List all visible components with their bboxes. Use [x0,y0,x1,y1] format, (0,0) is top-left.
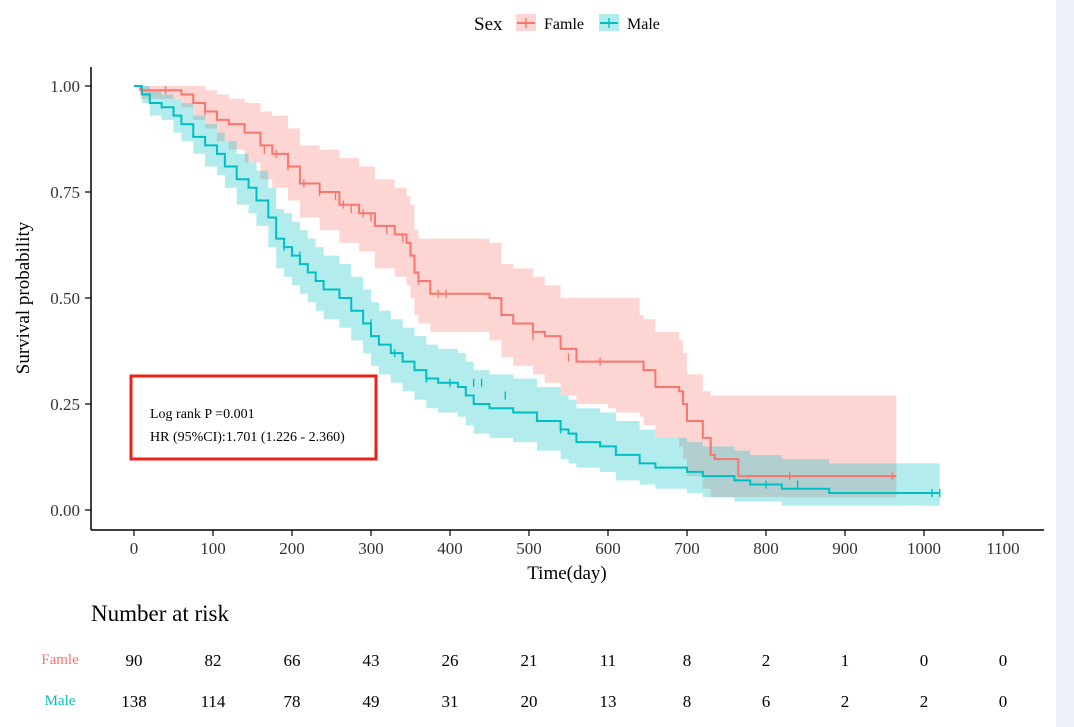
risk-cell-famle: 11 [600,651,616,670]
risk-cell-famle: 8 [683,651,692,670]
y-tick-label: 1.00 [50,77,80,96]
y-tick-label: 0.50 [50,289,80,308]
legend-label-famle: Famle [544,16,584,33]
stats-annotation: Log rank P =0.001 HR (95%CI):1.701 (1.22… [129,374,378,461]
legend-title: Sex [474,14,503,35]
x-tick-label: 200 [279,539,305,558]
risk-cell-male: 2 [841,692,850,711]
risk-cell-male: 13 [600,692,617,711]
risk-cell-male: 6 [762,692,771,711]
x-tick-label: 700 [674,539,700,558]
risk-cell-famle: 0 [920,651,929,670]
risk-cell-male: 31 [442,692,459,711]
risk-cell-famle: 1 [841,651,850,670]
risk-table-title: Number at risk [91,601,229,626]
risk-cell-male: 8 [683,692,692,711]
risk-row-label-male: Male [45,693,76,709]
risk-cell-famle: 43 [363,651,380,670]
x-axis-label: Time(day) [527,563,607,584]
y-tick-label: 0.00 [50,501,80,520]
x-tick-label: 1100 [986,539,1019,558]
risk-cell-famle: 26 [442,651,459,670]
risk-cell-famle: 66 [284,651,301,670]
x-tick-label: 100 [200,539,226,558]
hr-text: HR (95%CI):1.701 (1.226 - 2.360) [150,430,345,445]
x-tick-label: 800 [753,539,779,558]
logrank-text: Log rank P =0.001 [150,407,255,422]
y-axis-label: Survival probability [13,221,34,374]
risk-cell-male: 49 [363,692,380,711]
risk-row-label-famle: Famle [41,652,79,668]
annotation-box [129,374,378,461]
risk-cell-famle: 2 [762,651,771,670]
famle-survival-line [134,85,897,478]
x-tick-label: 1000 [907,539,941,558]
x-tick-label: 500 [516,539,542,558]
legend-label-male: Male [627,16,660,33]
risk-cell-male: 138 [121,692,147,711]
x-tick-label: 600 [595,539,621,558]
x-tick-label: 0 [130,539,139,558]
risk-cell-male: 2 [920,692,929,711]
risk-cell-male: 114 [201,692,226,711]
risk-cell-male: 20 [521,692,538,711]
risk-cell-male: 0 [999,692,1008,711]
x-tick-label: 900 [832,539,858,558]
y-tick-label: 0.25 [50,395,80,414]
risk-cell-famle: 0 [999,651,1008,670]
risk-cell-famle: 90 [126,651,143,670]
risk-cell-male: 78 [284,692,301,711]
x-tick-label: 300 [358,539,384,558]
x-tick-label: 400 [437,539,463,558]
y-tick-label: 0.75 [50,183,80,202]
risk-cell-famle: 82 [205,651,222,670]
legend: Sex Famle Male [474,14,660,35]
famle-confidence-band [134,86,897,498]
risk-cell-famle: 21 [521,651,538,670]
male-survival-line [134,85,940,495]
